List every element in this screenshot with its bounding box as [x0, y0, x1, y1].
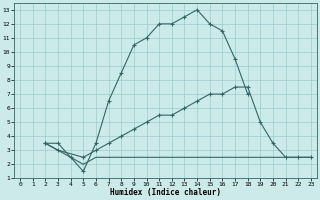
X-axis label: Humidex (Indice chaleur): Humidex (Indice chaleur) — [110, 188, 221, 197]
